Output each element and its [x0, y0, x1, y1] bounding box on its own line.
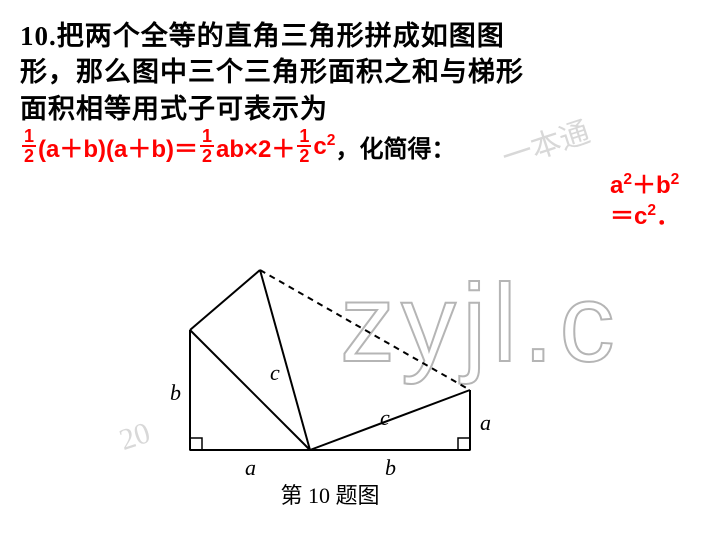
right-angle-1: [190, 438, 202, 450]
left-top-edge: [190, 270, 260, 330]
fraction-2: 1 2: [200, 127, 214, 165]
eq-part1: (a＋b)(a＋b)＝: [38, 129, 198, 164]
fraction-3: 1 2: [297, 127, 311, 165]
label-c-right: c: [380, 405, 390, 430]
ans-period: ．: [656, 203, 680, 230]
label-c-left: c: [270, 360, 280, 385]
right-angle-2: [458, 438, 470, 450]
label-b-left: b: [170, 380, 181, 405]
label-a-right: a: [480, 410, 491, 435]
dashed-line: [260, 270, 470, 390]
q-line3: 面积相等用式子可表示为: [20, 94, 328, 124]
inner-left: [260, 270, 310, 450]
q-line1: 把两个全等的直角三角形拼成如图图: [57, 21, 505, 51]
ans-a: a2: [610, 172, 632, 199]
hyp-c-left: [190, 330, 310, 450]
eq-punct: ，: [335, 129, 359, 164]
triangle-figure: b c c a a b: [140, 250, 520, 480]
eq-c: c2: [313, 132, 335, 161]
hyp-c-right: [310, 390, 470, 450]
ans-plus: ＋: [632, 172, 656, 199]
eq-part2: ab×2＋: [216, 129, 295, 164]
figure-area: b c c a a b 第 10 题图: [140, 250, 520, 510]
q-line2: 形，那么图中三个三角形面积之和与梯形: [20, 57, 524, 87]
figure-caption: 第 10 题图: [140, 478, 520, 510]
ans-eq: ＝c2: [610, 203, 656, 230]
question-text: 10.把两个全等的直角三角形拼成如图图 形，那么图中三个三角形面积之和与梯形 面…: [0, 0, 720, 127]
equation-line: 1 2 (a＋b)(a＋b)＝ 1 2 ab×2＋ 1 2 c2 ， 化简得：: [0, 127, 720, 165]
fraction-1: 1 2: [22, 127, 36, 165]
eq-simplify: 化简得：: [359, 129, 455, 164]
label-b-bottom: b: [385, 455, 396, 480]
answer-box: a2＋b2 ＝c2．: [610, 170, 680, 232]
label-a-bottom: a: [245, 455, 256, 480]
ans-b: b2: [656, 172, 679, 199]
question-number: 10.: [20, 21, 57, 51]
